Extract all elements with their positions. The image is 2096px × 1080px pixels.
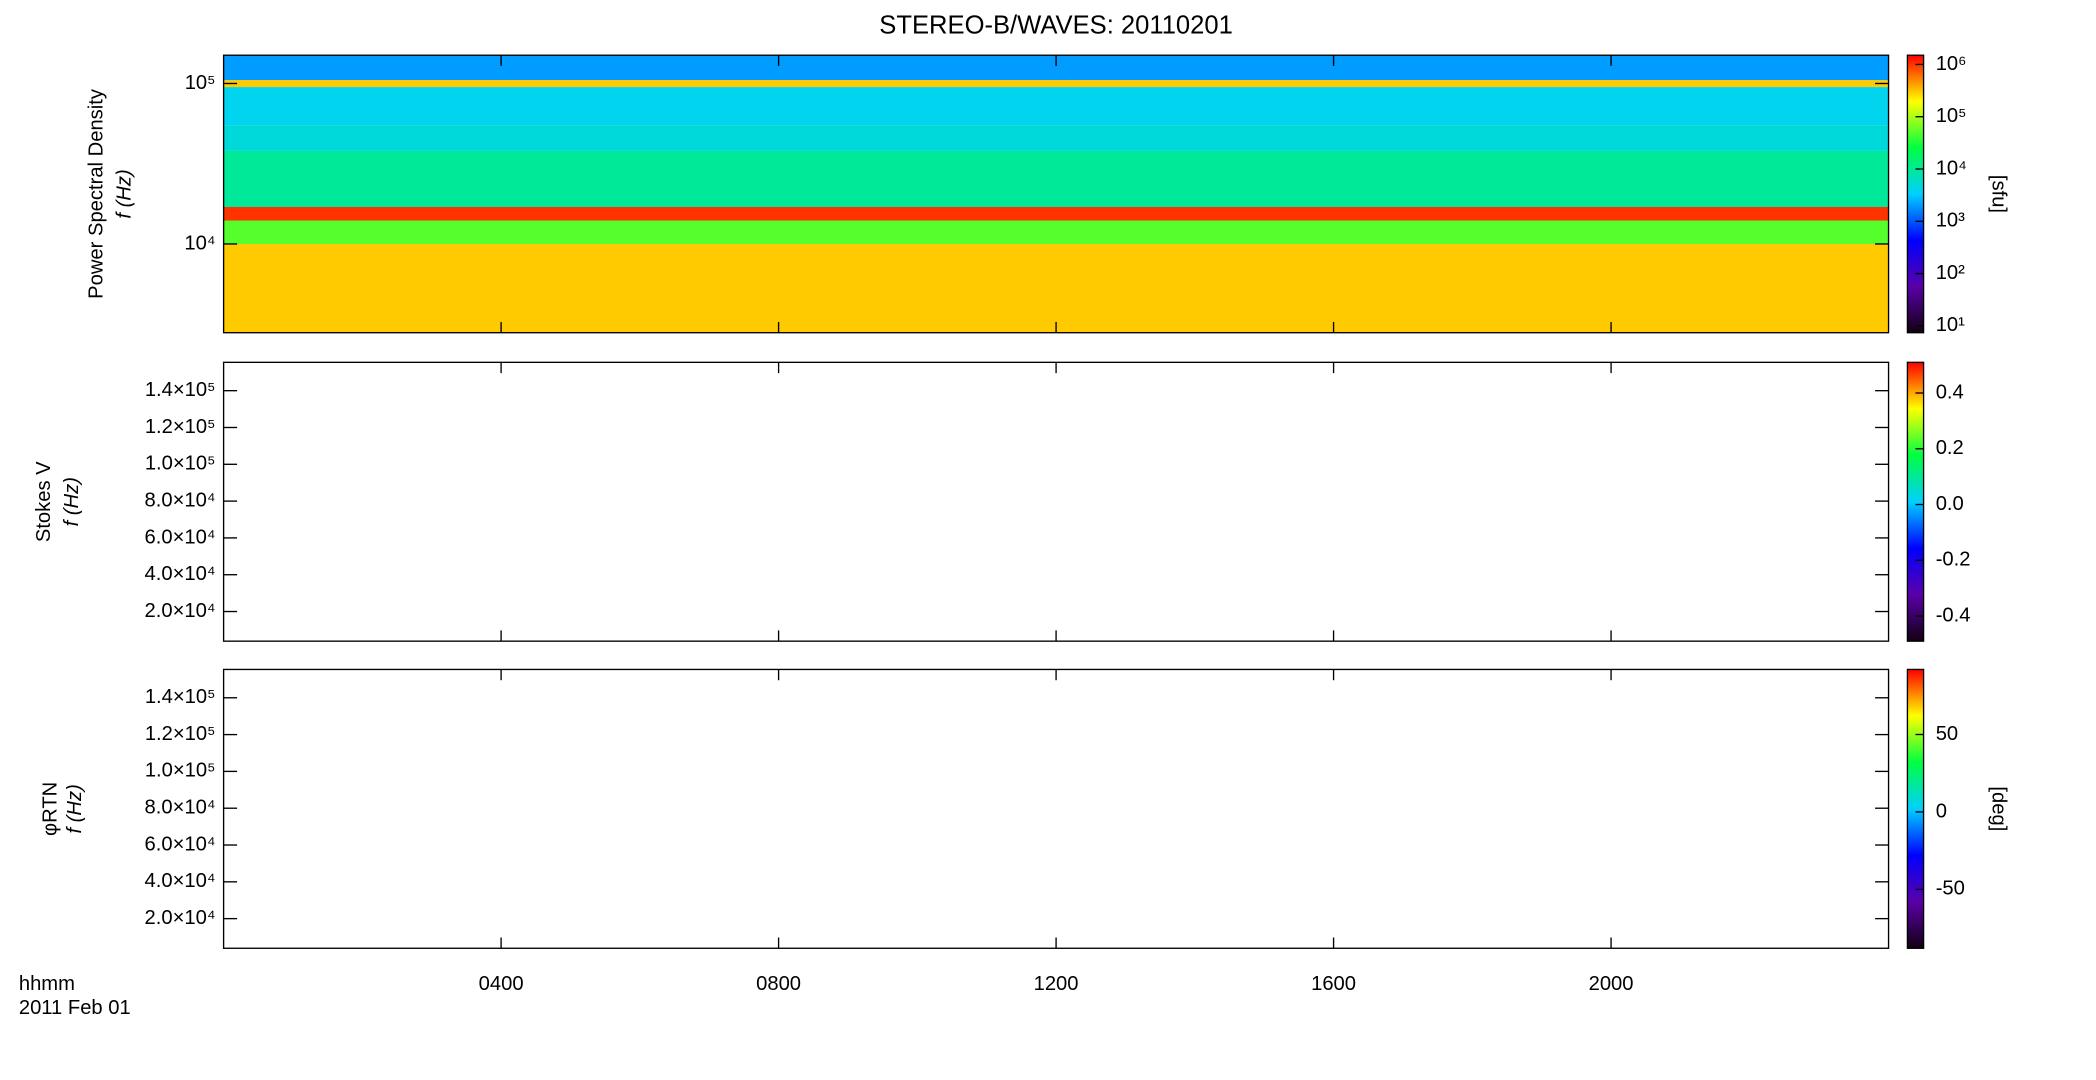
colorbar-tick-label: 0.2 (1936, 437, 1964, 459)
y-tick-label: 2.0×10⁴ (145, 907, 216, 929)
y-tick-label: 4.0×10⁴ (145, 563, 216, 585)
colorbar-label: [sfu] (1987, 175, 2009, 213)
colorbar-tick-label: -0.4 (1936, 604, 1971, 626)
y-axis-label: Stokes V (33, 461, 55, 542)
plot-frame (222, 361, 1890, 642)
y-tick-label: 1.2×10⁵ (145, 723, 216, 745)
spectrum-band (223, 125, 1889, 151)
y-axis-label: f (Hz) (61, 477, 83, 526)
x-tick-label: 0400 (479, 973, 524, 995)
x-tick-label: 1200 (1034, 973, 1079, 995)
y-axis-label: φRTN (40, 782, 62, 836)
spectrum-band (223, 220, 1889, 244)
y-axis-label: f (Hz) (114, 169, 136, 218)
x-tick-label: 1600 (1311, 973, 1356, 995)
x-tick-label: 0800 (756, 973, 801, 995)
y-tick-label: 10⁴ (184, 232, 215, 254)
colorbar-tick-label: 10⁶ (1936, 53, 1967, 75)
spectrum-band (223, 206, 1889, 221)
date-label: 2011 Feb 01 (19, 997, 131, 1019)
y-tick-label: 2.0×10⁴ (145, 600, 216, 622)
colorbar-tick-label: 50 (1936, 723, 1958, 745)
spectrum-band (223, 80, 1889, 88)
spectrum-band (223, 243, 1889, 333)
colorbar-tick-label: -0.2 (1936, 549, 1971, 571)
colorbar-label: [deg] (1987, 786, 2009, 831)
y-tick-label: 1.0×10⁵ (145, 760, 216, 782)
y-tick-label: 1.4×10⁵ (145, 379, 216, 401)
colorbar-tick-label: 10¹ (1936, 314, 1965, 336)
y-tick-label: 8.0×10⁴ (145, 797, 216, 819)
colorbar-tick-label: 10² (1936, 262, 1965, 284)
y-tick-label: 6.0×10⁴ (145, 526, 216, 548)
plot-frame (222, 668, 1890, 949)
y-tick-label: 10⁵ (185, 72, 216, 94)
colorbar (1906, 361, 1925, 642)
y-tick-label: 6.0×10⁴ (145, 833, 216, 855)
y-tick-label: 8.0×10⁴ (145, 489, 216, 511)
colorbar-tick-label: 10⁴ (1936, 157, 1967, 179)
colorbar-tick-label: 0.4 (1936, 381, 1964, 403)
spectrum-band (223, 87, 1889, 126)
y-tick-label: 4.0×10⁴ (145, 870, 216, 892)
y-axis-label: f (Hz) (64, 784, 86, 833)
colorbar-tick-label: 0.0 (1936, 493, 1964, 515)
y-tick-label: 1.0×10⁵ (145, 453, 216, 475)
colorbar-tick-label: 10⁵ (1936, 105, 1967, 127)
x-axis-label: hhmm (19, 973, 75, 995)
colorbar-tick-label: -50 (1936, 878, 1965, 900)
y-axis-label: Power Spectral Density (85, 88, 107, 299)
colorbar (1906, 54, 1925, 334)
colorbar (1906, 668, 1925, 949)
y-tick-label: 1.4×10⁵ (145, 686, 216, 708)
colorbar-tick-label: 0 (1936, 800, 1947, 822)
y-tick-label: 1.2×10⁵ (145, 416, 216, 438)
colorbar-tick-label: 10³ (1936, 210, 1965, 232)
chart-title: STEREO-B/WAVES: 20110201 (879, 12, 1233, 40)
spectrum-band (223, 150, 1889, 207)
x-tick-label: 2000 (1589, 973, 1634, 995)
